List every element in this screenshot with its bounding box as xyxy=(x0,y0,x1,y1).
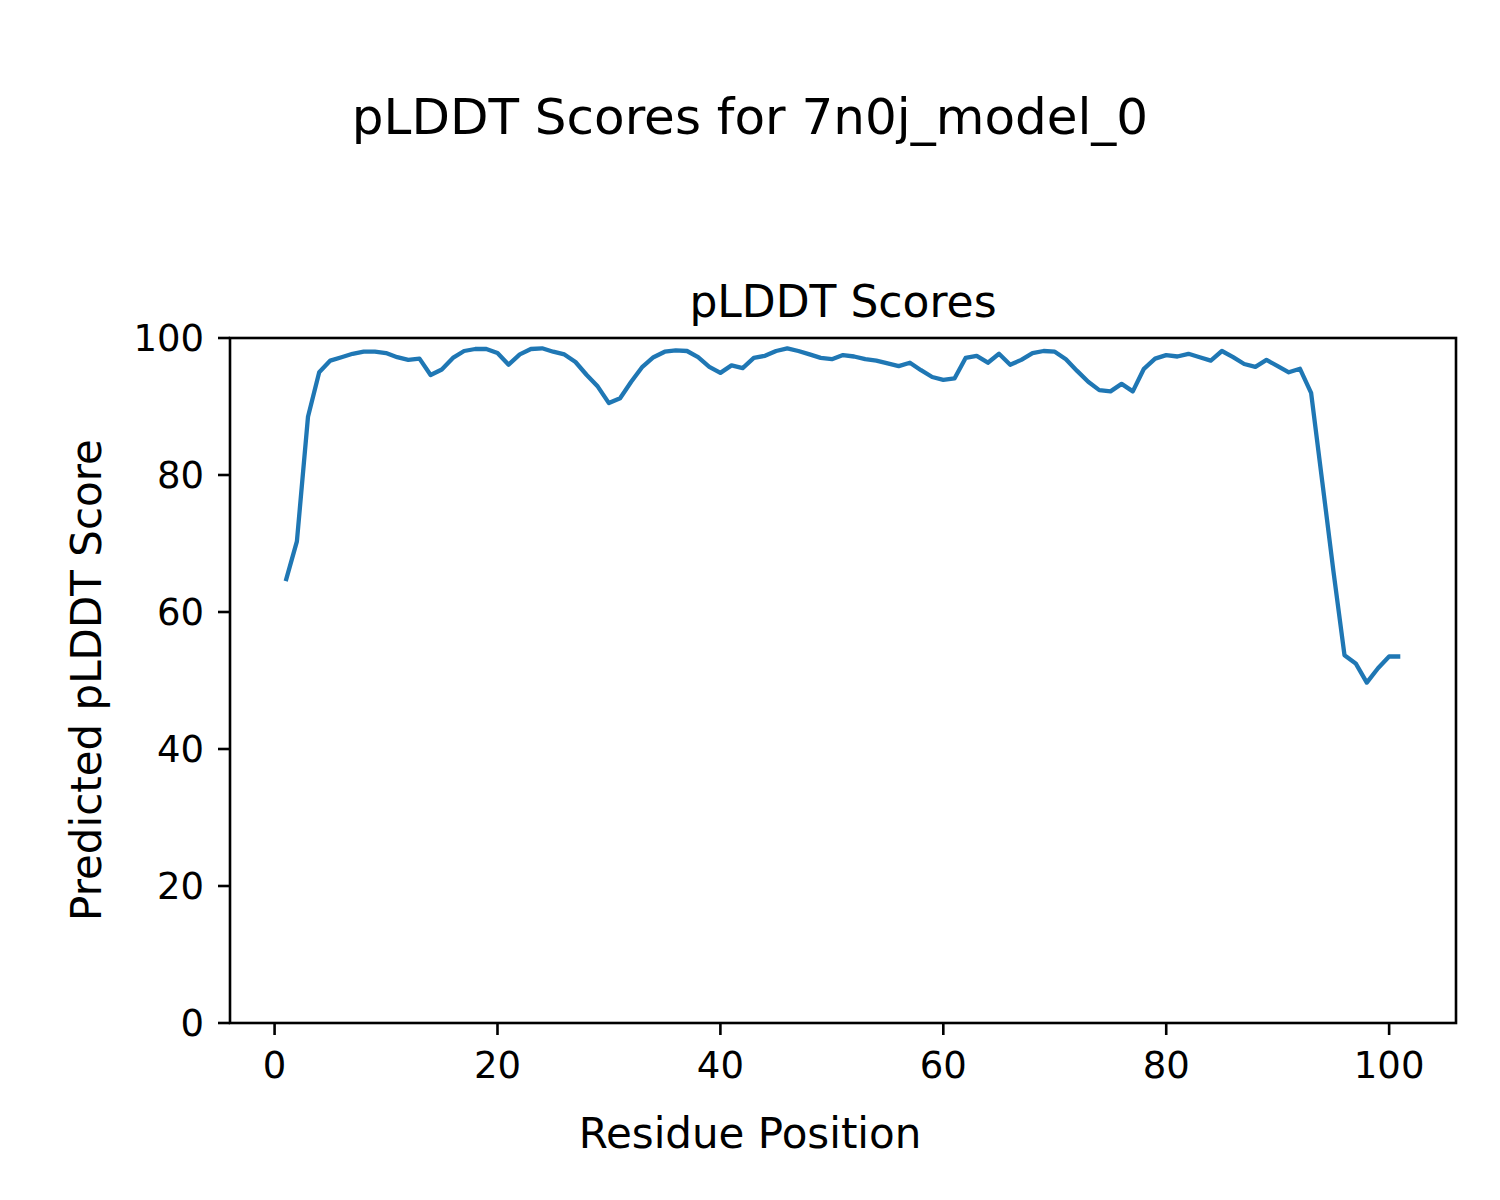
y-tick-label: 40 xyxy=(157,728,204,771)
y-axis-label: Predicted pLDDT Score xyxy=(62,439,111,921)
x-tick-label: 60 xyxy=(920,1044,967,1087)
y-tick-label: 80 xyxy=(157,454,204,497)
y-tick-label: 0 xyxy=(180,1002,204,1045)
y-tick-label: 60 xyxy=(157,591,204,634)
x-tick-label: 100 xyxy=(1354,1044,1425,1087)
x-tick-label: 80 xyxy=(1143,1044,1190,1087)
axes-frame xyxy=(230,338,1456,1023)
plddt-line xyxy=(286,348,1401,682)
x-tick-label: 0 xyxy=(263,1044,287,1087)
x-tick-label: 40 xyxy=(697,1044,744,1087)
x-axis-label: Residue Position xyxy=(0,1108,1500,1160)
y-tick-label: 20 xyxy=(157,865,204,908)
x-tick-label: 20 xyxy=(474,1044,521,1087)
y-tick-label: 100 xyxy=(133,317,204,360)
plot-area: 0 20 40 60 80 100 0 20 40 60 80 100 xyxy=(0,0,1500,1200)
figure: pLDDT Scores for 7n0j_model_0 pLDDT Scor… xyxy=(0,0,1500,1200)
